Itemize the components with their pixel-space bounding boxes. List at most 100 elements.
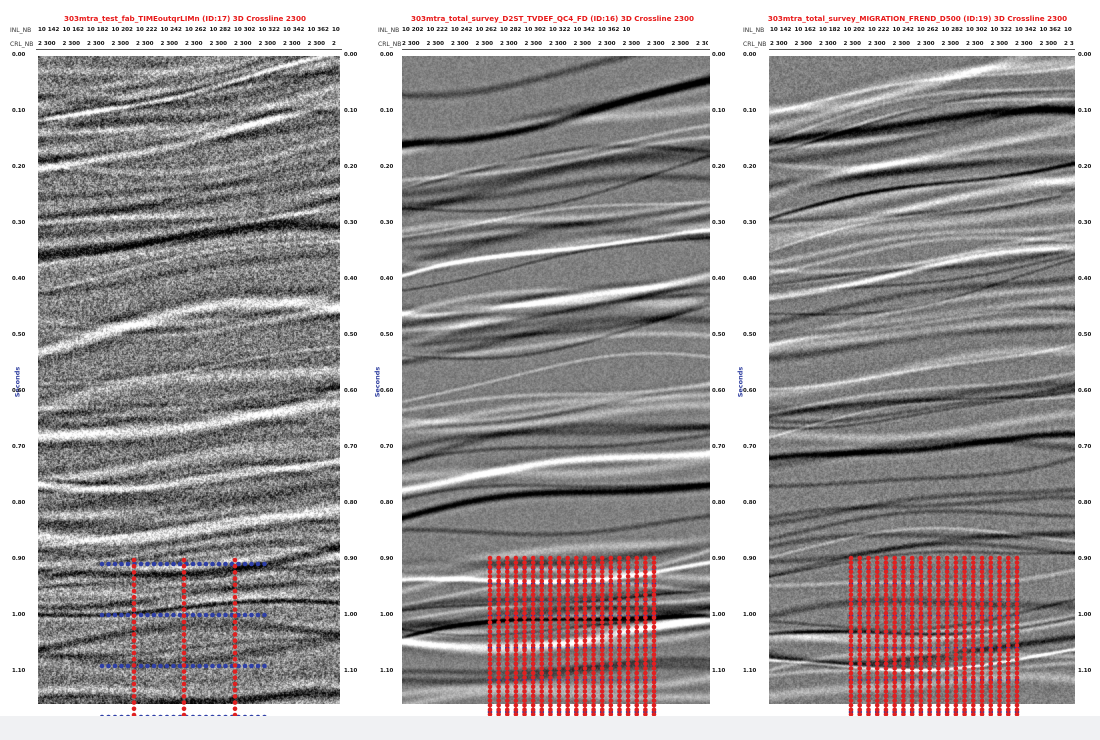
sample-point-red [548,555,553,561]
sample-point-red [625,702,631,708]
sample-point-red [522,638,527,644]
sample-point-blue [99,612,105,618]
sample-point-blue [119,612,124,618]
sample-point-red [574,712,579,717]
sample-point-red [608,574,614,579]
sample-point-red [591,592,596,598]
sample-point-red [608,578,614,584]
sample-point-red [643,698,648,703]
sample-point-red [574,574,579,579]
sample-point-red [487,583,493,588]
sample-point-red [522,652,527,657]
sample-point-blue [236,561,241,567]
sample-point-red [892,560,897,565]
seismic-image[interactable] [402,56,710,704]
sample-point-red [1005,652,1011,657]
y-tick-label: 0.10 [712,108,726,114]
header-value: 2 300 [402,41,420,47]
y-tick-label: 0.30 [712,220,726,226]
sample-point-red [848,670,854,676]
sample-point-red [181,687,187,693]
sample-point-red [634,624,640,630]
header-value: 2 300 [843,41,862,47]
sample-point-red [487,661,493,667]
sample-point-red [848,624,854,630]
sample-point-red [582,569,588,575]
sample-point-red [909,601,915,607]
sample-point-blue [242,663,248,669]
sample-point-red [848,597,854,602]
sample-point-red [944,684,950,690]
sample-point-red [582,578,588,584]
sample-point-red [874,624,880,630]
sample-point-red [487,564,493,570]
sample-point-red [901,656,906,662]
sample-point-red [988,643,994,648]
sample-point-red [944,675,950,680]
sample-point-red [556,675,562,680]
sample-point-red [504,670,510,676]
sample-point-red [487,592,493,598]
sample-point-red [599,670,605,676]
sample-point-red [874,670,880,676]
sample-point-red [883,583,889,588]
sample-point-blue [216,612,222,618]
sample-point-red [582,656,588,662]
sample-point-red [539,712,545,717]
sample-point-red [936,652,941,657]
sample-point-blue [151,612,157,618]
sample-point-red [582,624,588,630]
sample-point-red [927,689,932,694]
sample-point-red [874,560,880,565]
sample-point-red [643,620,648,625]
sample-point-red [909,587,915,593]
sample-point-red [892,587,897,593]
sample-point-blue [210,663,215,669]
sample-point-red [539,698,545,703]
sample-point-red [504,624,510,630]
sample-point-red [883,564,889,570]
sample-point-red [927,712,932,717]
sample-point-red [848,583,854,588]
sample-point-blue [145,561,150,567]
sample-point-red [522,610,527,616]
sample-point-red [1014,597,1020,602]
sample-point-blue [106,612,111,618]
sample-point-red [997,606,1002,611]
sample-point-red [918,702,924,708]
sample-point-red [513,707,519,713]
sample-point-red [513,712,519,717]
sample-point-red [574,624,579,630]
sample-point-red [232,656,238,662]
header-value: 2 300 [87,41,105,47]
sample-point-red [892,633,897,639]
sample-point-red [608,555,614,561]
sample-point-red [892,578,897,584]
header-value: 10 362 [598,27,620,33]
sample-point-red [944,633,950,639]
sample-point-red [513,675,519,680]
sample-point-red [1014,693,1020,699]
y-tick-label: 0.20 [743,164,757,170]
sample-point-red [634,652,640,657]
sample-point-red [857,578,863,584]
sample-point-red [131,650,137,656]
sample-point-red [936,620,941,625]
seismic-image[interactable] [38,56,340,704]
sample-point-red [892,638,897,644]
sample-point-red [953,684,959,690]
sample-point-red [866,702,871,708]
sample-point-red [936,578,941,584]
sample-point-red [953,638,959,644]
sample-point-red [848,679,854,685]
header-value: 10 202 [843,27,865,33]
sample-point-red [582,633,588,639]
sample-point-red [927,679,932,685]
header-value: 10 262 [475,27,497,33]
sample-point-red [866,666,871,671]
sample-point-red [599,564,605,570]
sample-point-red [874,679,880,685]
sample-point-red [522,698,527,703]
sample-point-red [643,656,648,662]
sample-point-red [651,606,657,611]
